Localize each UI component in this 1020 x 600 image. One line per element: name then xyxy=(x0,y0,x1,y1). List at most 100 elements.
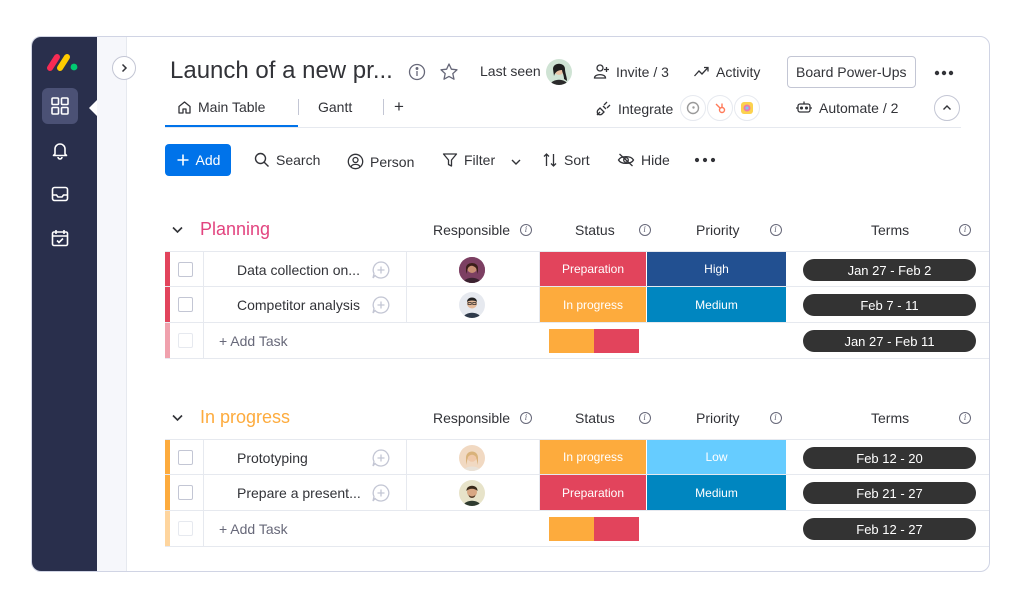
terms-timeline[interactable]: Feb 12 - 20 xyxy=(803,447,976,469)
add-task-input[interactable]: + Add Task xyxy=(219,521,288,537)
notifications-bell-icon[interactable] xyxy=(42,132,78,168)
row-checkbox[interactable] xyxy=(178,450,193,465)
column-header-responsible[interactable]: Responsible i xyxy=(433,222,533,238)
my-work-calendar-icon[interactable] xyxy=(42,220,78,256)
column-divider xyxy=(539,252,540,286)
column-header-priority[interactable]: Priority i xyxy=(696,410,782,426)
column-header-status[interactable]: Status i xyxy=(575,410,651,426)
terms-timeline[interactable]: Jan 27 - Feb 2 xyxy=(803,259,976,281)
status-summary-in-progress xyxy=(549,517,594,541)
column-header-terms[interactable]: Terms i xyxy=(871,410,972,426)
mailchimp-integration-icon[interactable] xyxy=(680,95,706,121)
add-item-button[interactable]: Add xyxy=(165,144,231,176)
person-filter-button[interactable]: Person xyxy=(347,153,414,170)
column-header-priority[interactable]: Priority i xyxy=(696,222,782,238)
collapsed-sidebar xyxy=(97,37,127,571)
avatar[interactable] xyxy=(459,445,485,471)
table-row[interactable]: Prototyping In progress Low Feb 12 - 20 xyxy=(165,439,989,475)
search-icon xyxy=(254,152,269,167)
add-task-row[interactable]: + Add Task Feb 12 - 27 xyxy=(165,511,989,547)
priority-cell[interactable]: Low xyxy=(647,440,786,474)
add-update-chat-icon[interactable] xyxy=(371,295,391,315)
filter-button[interactable]: Filter xyxy=(442,152,495,168)
table-row[interactable]: Data collection on... Preparation High J… xyxy=(165,251,989,287)
favorite-star-icon[interactable] xyxy=(439,62,459,87)
workspace-grid-icon[interactable] xyxy=(42,88,78,124)
column-header-responsible[interactable]: Responsible i xyxy=(433,410,533,426)
integrate-button[interactable]: Integrate xyxy=(595,100,673,117)
add-task-row[interactable]: + Add Task Jan 27 - Feb 11 xyxy=(165,323,989,359)
collapse-header-chevron-up-icon[interactable] xyxy=(934,95,960,121)
invite-button[interactable]: Invite / 3 xyxy=(593,63,669,80)
column-info-icon[interactable]: i xyxy=(959,224,972,236)
hide-button[interactable]: Hide xyxy=(617,152,670,168)
add-update-chat-icon[interactable] xyxy=(371,260,391,280)
add-update-chat-icon[interactable] xyxy=(371,448,391,468)
filter-label: Filter xyxy=(464,152,496,168)
table-row[interactable]: Competitor analysis In progress Medium F… xyxy=(165,287,989,323)
tab-main-table[interactable]: Main Table xyxy=(177,99,265,115)
expand-sidebar-chevron-icon[interactable] xyxy=(112,56,136,80)
avatar[interactable] xyxy=(459,257,485,283)
column-info-icon[interactable]: i xyxy=(959,412,972,424)
column-info-icon[interactable]: i xyxy=(769,224,782,236)
header-divider xyxy=(165,127,961,128)
row-checkbox[interactable] xyxy=(178,262,193,277)
task-name[interactable]: Competitor analysis xyxy=(237,297,360,313)
priority-cell[interactable]: High xyxy=(647,252,786,286)
group-title-in-progress[interactable]: In progress xyxy=(200,407,291,427)
add-person-icon xyxy=(593,64,609,79)
terms-timeline[interactable]: Feb 21 - 27 xyxy=(803,482,976,504)
column-info-icon[interactable]: i xyxy=(520,412,533,424)
column-info-icon[interactable]: i xyxy=(638,224,651,236)
automate-button[interactable]: Automate / 2 xyxy=(795,100,898,116)
photos-integration-icon[interactable] xyxy=(734,95,760,121)
search-button[interactable]: Search xyxy=(254,152,320,168)
inbox-icon[interactable] xyxy=(42,176,78,212)
column-header-priority-label: Priority xyxy=(696,410,740,426)
hubspot-integration-icon[interactable] xyxy=(707,95,733,121)
group-collapse-chevron-icon[interactable] xyxy=(171,223,184,241)
group-collapse-chevron-icon[interactable] xyxy=(171,411,184,429)
add-item-label: Add xyxy=(195,152,221,168)
toolbar-more-icon[interactable] xyxy=(693,152,717,173)
filter-dropdown-chevron-icon[interactable] xyxy=(510,155,522,173)
task-name[interactable]: Prepare a present... xyxy=(237,485,361,501)
more-options-icon[interactable] xyxy=(933,63,955,88)
row-checkbox[interactable] xyxy=(178,485,193,500)
column-info-icon[interactable]: i xyxy=(638,412,651,424)
column-info-icon[interactable]: i xyxy=(769,412,782,424)
tab-gantt[interactable]: Gantt xyxy=(318,99,352,115)
status-cell[interactable]: In progress xyxy=(540,440,646,474)
status-cell[interactable]: Preparation xyxy=(540,475,646,510)
group-title-planning[interactable]: Planning xyxy=(200,219,271,239)
activity-button[interactable]: Activity xyxy=(693,63,760,80)
group-color-bar xyxy=(165,475,170,510)
column-header-terms-label: Terms xyxy=(871,222,910,238)
task-name[interactable]: Data collection on... xyxy=(237,262,360,278)
sort-button[interactable]: Sort xyxy=(542,152,590,168)
column-header-terms[interactable]: Terms i xyxy=(871,222,972,238)
priority-cell[interactable]: Medium xyxy=(647,475,786,510)
status-cell[interactable]: In progress xyxy=(540,287,646,322)
last-seen-avatar[interactable] xyxy=(546,59,572,85)
priority-cell[interactable]: Medium xyxy=(647,287,786,322)
task-name[interactable]: Prototyping xyxy=(237,450,308,466)
add-view-plus-icon[interactable]: + xyxy=(394,97,404,116)
tab-divider xyxy=(383,99,384,115)
terms-timeline[interactable]: Feb 7 - 11 xyxy=(803,294,976,316)
avatar[interactable] xyxy=(459,480,485,506)
board-power-ups-button[interactable]: Board Power-Ups xyxy=(787,56,916,88)
person-circle-icon xyxy=(347,153,364,170)
board-info-icon[interactable] xyxy=(408,63,426,86)
column-info-icon[interactable]: i xyxy=(520,224,533,236)
table-row[interactable]: Prepare a present... Preparation Medium … xyxy=(165,475,989,511)
avatar[interactable] xyxy=(459,292,485,318)
column-header-status[interactable]: Status i xyxy=(575,222,651,238)
board-title[interactable]: Launch of a new pr... xyxy=(170,57,393,84)
add-update-chat-icon[interactable] xyxy=(371,483,391,503)
status-cell[interactable]: Preparation xyxy=(540,252,646,286)
add-task-input[interactable]: + Add Task xyxy=(219,333,288,349)
monday-logo[interactable] xyxy=(46,51,80,73)
row-checkbox[interactable] xyxy=(178,297,193,312)
